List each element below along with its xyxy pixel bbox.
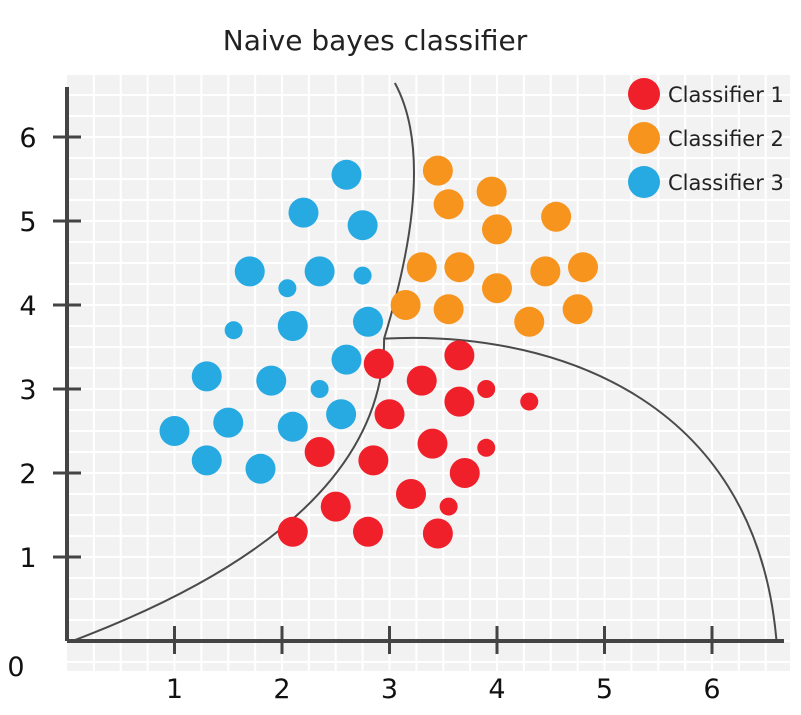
data-point-series-3 [234,256,265,287]
data-point-series-2 [476,176,507,207]
data-point-series-1 [422,518,453,549]
data-point-series-1 [304,437,335,467]
data-point-series-1 [320,491,351,522]
boundary-curve-right [384,336,778,642]
data-point-series-3 [159,416,190,446]
data-point-series-1 [363,348,394,379]
data-point-series-3 [304,256,335,287]
data-point-series-3 [191,445,222,476]
data-point-series-3 [191,361,222,392]
tick-labels: 1 2 3 4 5 6 1 2 3 4 5 6 0 [7,123,720,705]
data-point-series-2 [406,252,437,283]
y-tick-label: 4 [19,291,36,322]
data-point-series-3 [224,321,243,340]
data-point-series-1 [439,497,458,516]
data-point-series-1 [520,392,539,411]
data-point-series-2 [444,252,475,283]
legend-marker-1 [628,78,660,110]
x-tick-label: 3 [381,674,398,705]
data-point-series-3 [331,344,362,375]
data-point-series-3 [277,311,308,341]
legend-label-1: Classifier 1 [668,83,784,107]
data-point-series-1 [277,516,308,547]
data-point-series-1 [396,479,426,509]
legend-label-2: Classifier 2 [668,127,784,151]
data-point-series-2 [422,155,453,186]
data-point-series-2 [482,214,512,245]
data-point-series-3 [326,399,357,430]
x-tick-label: 5 [596,674,613,705]
data-point-series-2 [541,201,572,232]
data-point-series-1 [358,445,389,476]
data-point-series-1 [374,399,405,430]
data-point-series-3 [288,197,319,228]
y-tick-label: 1 [19,543,36,574]
data-point-series-2 [433,294,464,325]
data-point-series-3 [353,306,383,337]
y-tick-label: 2 [19,459,36,490]
data-point-series-1 [449,458,480,488]
x-tick-label: 2 [273,674,290,705]
data-point-series-1 [477,380,496,398]
data-point-series-3 [277,411,308,442]
axes [53,87,784,654]
data-point-series-3 [245,453,276,484]
x-tick-label: 6 [703,674,720,705]
data-point-series-2 [514,306,545,337]
y-tick-label: 6 [19,123,36,154]
data-point-series-1 [444,340,475,371]
x-tick-label: 4 [488,674,505,705]
legend-marker-3 [628,166,660,198]
data-point-series-3 [353,266,372,285]
chart-title: Naive bayes classifier [223,24,528,57]
data-points [159,155,598,549]
data-point-series-2 [482,273,512,304]
gridlines [67,75,790,671]
y-tick-label: 3 [19,375,36,406]
origin-label: 0 [7,652,24,683]
data-point-series-3 [331,159,362,190]
data-point-series-2 [562,294,593,325]
data-point-series-1 [353,516,383,547]
data-point-series-3 [213,407,244,438]
x-tick-label: 1 [166,674,183,705]
data-point-series-1 [406,365,437,396]
legend-label-3: Classifier 3 [668,171,784,195]
data-point-series-2 [433,189,464,220]
data-point-series-1 [417,428,448,459]
data-point-series-1 [444,386,475,417]
data-point-series-3 [347,210,378,241]
data-point-series-2 [568,252,598,283]
data-point-series-2 [530,256,561,287]
legend: Classifier 1 Classifier 2 Classifier 3 [628,78,784,198]
data-point-series-3 [256,365,287,396]
data-point-series-3 [310,380,329,398]
data-point-series-2 [390,290,421,320]
y-tick-label: 5 [19,207,36,238]
legend-marker-2 [628,122,660,154]
data-point-series-1 [477,438,496,457]
data-point-series-3 [278,279,297,298]
